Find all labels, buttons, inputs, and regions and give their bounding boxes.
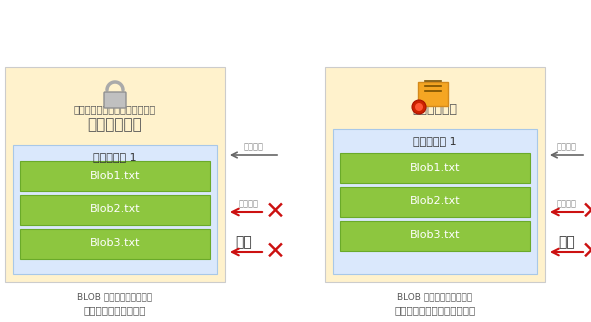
Text: 読み取り: 読み取り — [557, 143, 576, 151]
FancyBboxPatch shape — [340, 186, 530, 216]
Text: Blob1.txt: Blob1.txt — [90, 171, 140, 181]
Text: 書き込み: 書き込み — [557, 200, 576, 209]
Text: Blob3.txt: Blob3.txt — [90, 239, 140, 249]
Text: ✕: ✕ — [265, 240, 285, 264]
Text: ✕: ✕ — [580, 240, 591, 264]
Text: 読み取り: 読み取り — [243, 143, 264, 151]
FancyBboxPatch shape — [104, 92, 126, 108]
FancyBboxPatch shape — [20, 229, 210, 259]
FancyBboxPatch shape — [340, 153, 530, 183]
Text: コンテナー 1: コンテナー 1 — [413, 136, 457, 146]
FancyBboxPatch shape — [5, 67, 225, 282]
Text: Blob2.txt: Blob2.txt — [90, 204, 140, 214]
Text: 禁止されます: 禁止されます — [87, 321, 142, 322]
Text: BLOB の書き込みと削除は: BLOB の書き込みと削除は — [77, 292, 152, 301]
Text: Blob2.txt: Blob2.txt — [410, 196, 460, 206]
Text: 削除: 削除 — [558, 235, 575, 249]
Text: Blob3.txt: Blob3.txt — [410, 231, 460, 241]
FancyBboxPatch shape — [13, 145, 217, 274]
Text: 訴訟ホールド: 訴訟ホールド — [413, 102, 457, 116]
Text: 保持ポリシー期間中、: 保持ポリシー期間中、 — [84, 305, 146, 315]
FancyBboxPatch shape — [20, 160, 210, 191]
Text: コンテナー 1: コンテナー 1 — [93, 152, 137, 162]
Text: 訴訟ホールドがなくなるまで: 訴訟ホールドがなくなるまで — [394, 305, 476, 315]
FancyBboxPatch shape — [325, 67, 545, 282]
Text: BLOB の書き込みと削除は: BLOB の書き込みと削除は — [397, 292, 473, 301]
Text: ✕: ✕ — [580, 200, 591, 224]
Text: 保持ポリシー: 保持ポリシー — [87, 118, 142, 132]
Text: ロックされている時間ベースの: ロックされている時間ベースの — [74, 104, 156, 114]
FancyBboxPatch shape — [418, 82, 448, 106]
FancyBboxPatch shape — [340, 221, 530, 251]
Text: Blob1.txt: Blob1.txt — [410, 163, 460, 173]
Circle shape — [415, 103, 423, 111]
Circle shape — [412, 100, 426, 114]
FancyBboxPatch shape — [20, 194, 210, 224]
Text: 削除: 削除 — [235, 235, 252, 249]
Text: ✕: ✕ — [265, 200, 285, 224]
Text: 書き込み: 書き込み — [239, 200, 258, 209]
FancyBboxPatch shape — [333, 129, 537, 274]
Text: 禁止されます: 禁止されます — [408, 321, 462, 322]
